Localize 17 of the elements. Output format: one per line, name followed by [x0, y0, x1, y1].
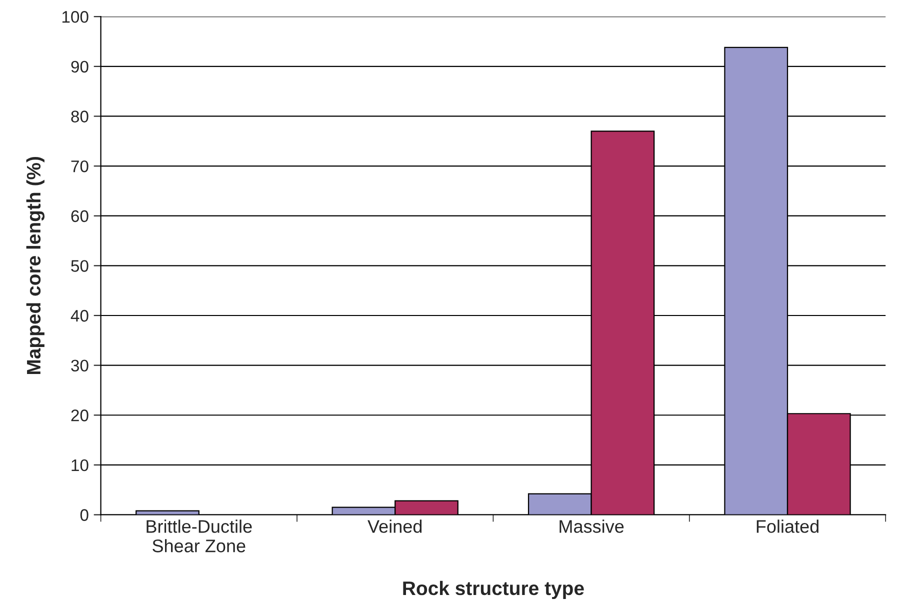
- y-tick-label: 0: [80, 509, 88, 521]
- x-axis-title: Rock structure type: [403, 580, 584, 600]
- y-tick-label: 60: [71, 210, 88, 222]
- y-tick-label: 20: [71, 410, 88, 422]
- y-tick-label: 90: [71, 60, 88, 73]
- y-tick-label: 50: [71, 260, 88, 272]
- y-tick-label: 80: [71, 110, 88, 122]
- y-axis-title: Mapped core length (%): [26, 156, 45, 374]
- x-tick-label: Massive: [560, 520, 624, 533]
- y-tick-label: 70: [71, 160, 88, 172]
- y-tick-label: 100: [62, 11, 88, 23]
- y-tick-label: 10: [72, 459, 88, 472]
- x-tick-label: Foliated: [756, 520, 818, 533]
- y-tick-label: 30: [71, 360, 88, 372]
- y-tick-label: 40: [70, 310, 88, 322]
- x-tick-label: Veined: [368, 520, 422, 533]
- x-tick-label: Brittle-Ductile Shear Zone: [146, 520, 252, 552]
